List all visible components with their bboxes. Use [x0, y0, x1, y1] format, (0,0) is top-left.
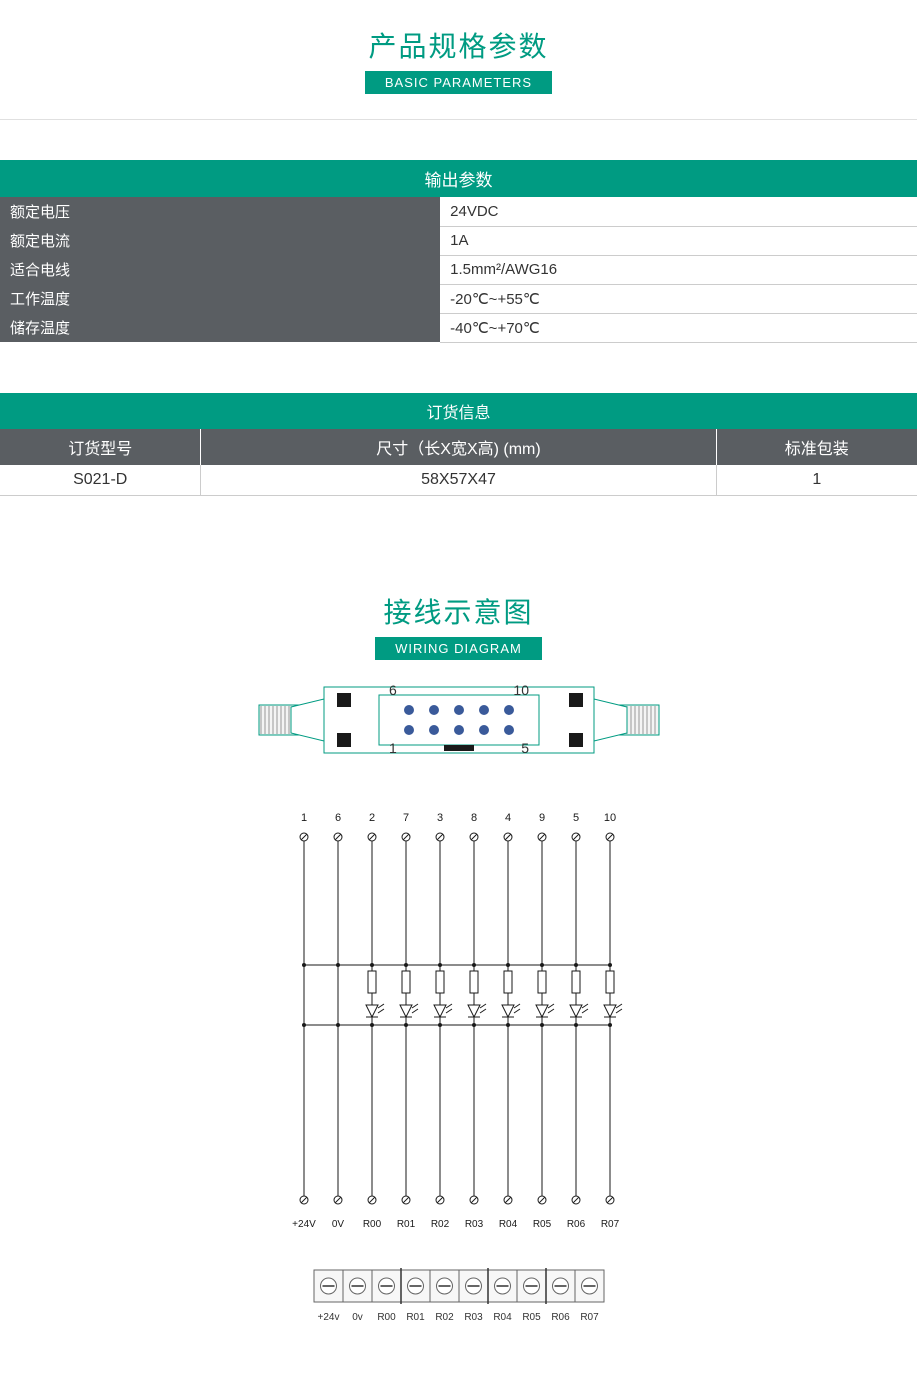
svg-text:R07: R07	[580, 1312, 599, 1323]
order-cell: 58X57X47	[201, 465, 716, 496]
svg-text:R04: R04	[498, 1219, 517, 1230]
param-key: 适合电线	[0, 255, 440, 284]
svg-text:R06: R06	[551, 1312, 570, 1323]
svg-text:7: 7	[402, 812, 408, 824]
order-table-header: 订货信息	[0, 393, 917, 429]
svg-text:R07: R07	[600, 1219, 619, 1230]
order-cell: 1	[716, 465, 917, 496]
svg-text:4: 4	[504, 812, 510, 824]
order-column-header: 订货型号	[0, 429, 201, 465]
svg-text:R00: R00	[377, 1312, 396, 1323]
param-key: 储存温度	[0, 313, 440, 342]
order-values-row: S021-D58X57X471	[0, 465, 917, 496]
svg-text:R01: R01	[406, 1312, 425, 1323]
svg-text:8: 8	[470, 812, 476, 824]
wiring-svg: 1 +24V 6 0V 2 R00 7 R01 3 R02 8 R03 4 R04 9 R05 5 R06 10 R0…	[269, 805, 649, 1235]
svg-text:10: 10	[603, 812, 615, 824]
svg-text:R04: R04	[493, 1312, 512, 1323]
spec-header: 产品规格参数 BASIC PARAMETERS	[0, 0, 917, 109]
order-column-header: 尺寸（长X宽X高) (mm)	[201, 429, 716, 465]
svg-text:3: 3	[436, 812, 442, 824]
wiring-title: 接线示意图	[0, 591, 917, 631]
svg-text:R01: R01	[396, 1219, 415, 1230]
svg-text:5: 5	[521, 740, 529, 756]
table-row: 适合电线1.5mm²/AWG16	[0, 255, 917, 284]
connector-diagram: 6 10 1 5	[0, 675, 917, 765]
ordering-table: 订货信息 订货型号尺寸（长X宽X高) (mm)标准包装 S021-D58X57X…	[0, 393, 917, 496]
svg-text:0V: 0V	[331, 1219, 344, 1230]
svg-text:0v: 0v	[352, 1312, 363, 1323]
svg-text:1: 1	[300, 812, 306, 824]
order-column-header: 标准包装	[716, 429, 917, 465]
svg-text:6: 6	[334, 812, 340, 824]
svg-text:6: 6	[389, 682, 397, 698]
svg-text:R05: R05	[522, 1312, 541, 1323]
svg-text:+24V: +24V	[292, 1219, 316, 1230]
output-params-table: 输出参数 额定电压24VDC额定电流1A适合电线1.5mm²/AWG16工作温度…	[0, 160, 917, 343]
table-row: 额定电流1A	[0, 226, 917, 255]
svg-text:R03: R03	[464, 1312, 483, 1323]
connector-svg: 6 10 1 5	[229, 675, 689, 765]
table-row: 储存温度-40℃~+70℃	[0, 313, 917, 342]
terminal-block-diagram: +24v 0v R00 R01 R02 R03 R04 R05 R06 R07	[0, 1265, 917, 1335]
divider	[0, 119, 917, 120]
param-value: -20℃~+55℃	[440, 284, 917, 313]
param-key: 工作温度	[0, 284, 440, 313]
param-value: -40℃~+70℃	[440, 313, 917, 342]
svg-text:R00: R00	[362, 1219, 381, 1230]
svg-text:R06: R06	[566, 1219, 585, 1230]
table-header-row: 订货信息	[0, 393, 917, 429]
wiring-subtitle-badge: WIRING DIAGRAM	[375, 637, 542, 660]
svg-text:9: 9	[538, 812, 544, 824]
param-value: 1.5mm²/AWG16	[440, 255, 917, 284]
svg-text:10: 10	[513, 682, 529, 698]
table-row: 工作温度-20℃~+55℃	[0, 284, 917, 313]
svg-text:R03: R03	[464, 1219, 483, 1230]
svg-text:R02: R02	[435, 1312, 454, 1323]
svg-text:+24v: +24v	[317, 1312, 339, 1323]
terminal-svg: +24v 0v R00 R01 R02 R03 R04 R05 R06 R07	[299, 1265, 619, 1335]
svg-text:R02: R02	[430, 1219, 449, 1230]
param-key: 额定电流	[0, 226, 440, 255]
output-table-header: 输出参数	[0, 160, 917, 197]
param-value: 24VDC	[440, 197, 917, 226]
param-key: 额定电压	[0, 197, 440, 226]
spec-subtitle-badge: BASIC PARAMETERS	[365, 71, 552, 94]
spec-title: 产品规格参数	[0, 25, 917, 65]
order-cell: S021-D	[0, 465, 201, 496]
table-header-row: 输出参数	[0, 160, 917, 197]
svg-text:R05: R05	[532, 1219, 551, 1230]
order-columns-row: 订货型号尺寸（长X宽X高) (mm)标准包装	[0, 429, 917, 465]
svg-text:2: 2	[368, 812, 374, 824]
svg-text:5: 5	[572, 812, 578, 824]
table-row: 额定电压24VDC	[0, 197, 917, 226]
param-value: 1A	[440, 226, 917, 255]
wiring-schematic: 1 +24V 6 0V 2 R00 7 R01 3 R02 8 R03 4 R04 9 R05 5 R06 10 R0…	[0, 805, 917, 1235]
svg-text:1: 1	[389, 740, 397, 756]
wiring-header: 接线示意图 WIRING DIAGRAM	[0, 566, 917, 675]
